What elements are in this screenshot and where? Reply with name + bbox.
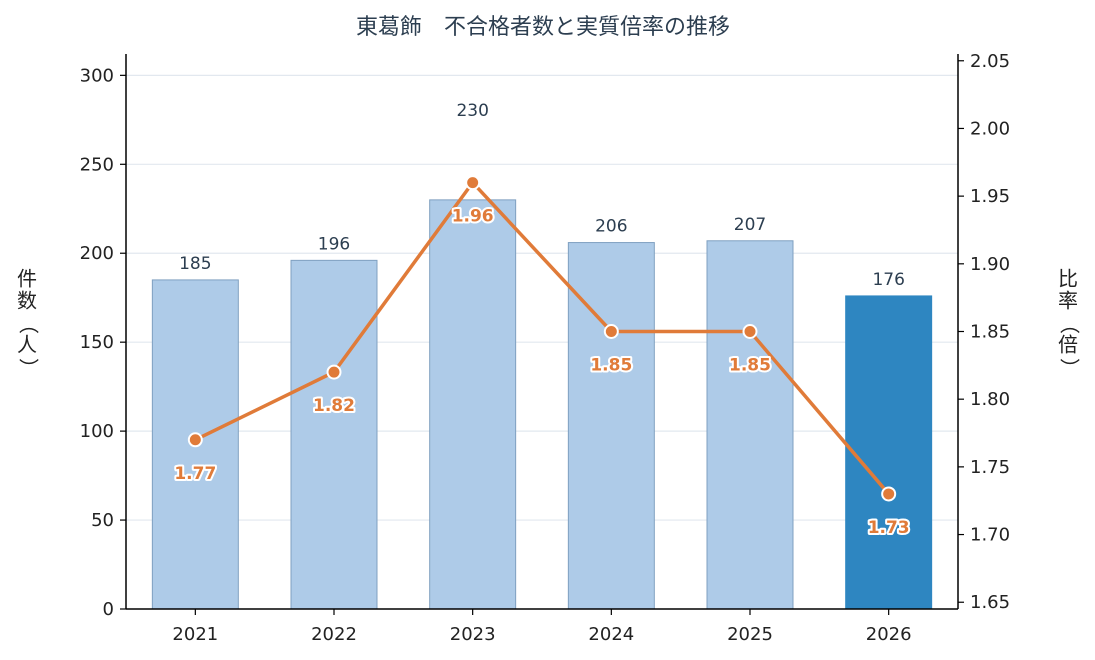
- y2-tick-label: 1.80: [970, 389, 1010, 410]
- axis-label-char: 数: [17, 289, 37, 313]
- y2-tick-label: 2.05: [970, 51, 1010, 72]
- y2-tick-label: 2.00: [970, 118, 1010, 139]
- bar: [845, 295, 933, 610]
- y-tick-label: 250: [80, 154, 114, 175]
- axis-label-char: 比: [1058, 267, 1078, 291]
- x-tick-label: 2026: [866, 624, 912, 645]
- ratio-value-label: 1.77: [174, 464, 216, 484]
- x-tick-label: 2023: [450, 624, 496, 645]
- bar-value-label: 206: [595, 217, 627, 237]
- bar: [290, 259, 378, 610]
- ratio-value-label: 1.85: [729, 356, 771, 376]
- bar-value-label: 196: [318, 234, 350, 254]
- line-layer: [187, 175, 897, 502]
- bar: [429, 199, 517, 610]
- bar-value-label: 207: [734, 215, 766, 235]
- axis-label-char: 倍: [1058, 333, 1078, 357]
- y-tick-label: 200: [80, 243, 114, 264]
- axis-label-char: ）: [1058, 358, 1082, 378]
- ratio-value-label: 1.82: [313, 396, 355, 416]
- axis-label-char: 人: [17, 333, 37, 357]
- ratio-value-label: 1.85: [590, 356, 632, 376]
- bar: [706, 240, 794, 610]
- grid-layer: [126, 74, 958, 521]
- y2-tick-label: 1.85: [970, 322, 1010, 343]
- label-layer: 185 196 230 206 207 176 1.77 1.82 1.96 1.85 1.85 1.…: [172, 101, 911, 540]
- y-tick-label: 150: [80, 332, 114, 353]
- axis-label-char: 率: [1058, 289, 1078, 313]
- y2-tick-label: 1.75: [970, 457, 1010, 478]
- bar-value-label: 230: [456, 101, 488, 121]
- y-tick-label: 0: [103, 599, 114, 620]
- x-tick-label: 2025: [727, 624, 773, 645]
- y2-axis-label: 比率（倍）: [1058, 267, 1082, 379]
- ratio-point: [465, 175, 481, 191]
- bar-layer: [151, 199, 933, 610]
- chart-title: 東葛飾 不合格者数と実質倍率の推移: [356, 15, 730, 40]
- y2-tick-label: 1.95: [970, 186, 1010, 207]
- ratio-value-label: 1.96: [452, 207, 494, 227]
- y2-tick-label: 1.70: [970, 525, 1010, 546]
- x-tick-label: 2024: [588, 624, 634, 645]
- bar-value-label: 185: [179, 254, 211, 274]
- ratio-line: [194, 180, 890, 496]
- axis-label-char: ）: [17, 358, 41, 378]
- y-tick-label: 50: [91, 510, 114, 531]
- y-axis-label: 件数（人）: [17, 267, 41, 379]
- ratio-value-label: 1.73: [868, 518, 910, 538]
- bar-value-label: 176: [872, 270, 904, 290]
- axis-layer: 0 50 100 150 200 250 300 1.65 1.70 1.75 1.80 1.85 1.…: [17, 51, 1082, 645]
- axis-label-char: （: [1058, 314, 1082, 334]
- ratio-point: [326, 364, 342, 380]
- bar: [567, 242, 655, 610]
- ratio-point: [742, 324, 758, 339]
- ratio-point: [603, 324, 619, 339]
- y2-tick-label: 1.65: [970, 592, 1010, 613]
- y2-tick-label: 1.90: [970, 254, 1010, 275]
- axis-label-char: 件: [17, 267, 37, 291]
- y-tick-label: 100: [80, 421, 114, 442]
- x-tick-label: 2022: [311, 624, 357, 645]
- ratio-point: [187, 432, 203, 448]
- y-tick-label: 300: [80, 65, 114, 86]
- ratio-point: [881, 486, 897, 502]
- axis-label-char: （: [17, 314, 41, 334]
- x-tick-label: 2021: [172, 624, 218, 645]
